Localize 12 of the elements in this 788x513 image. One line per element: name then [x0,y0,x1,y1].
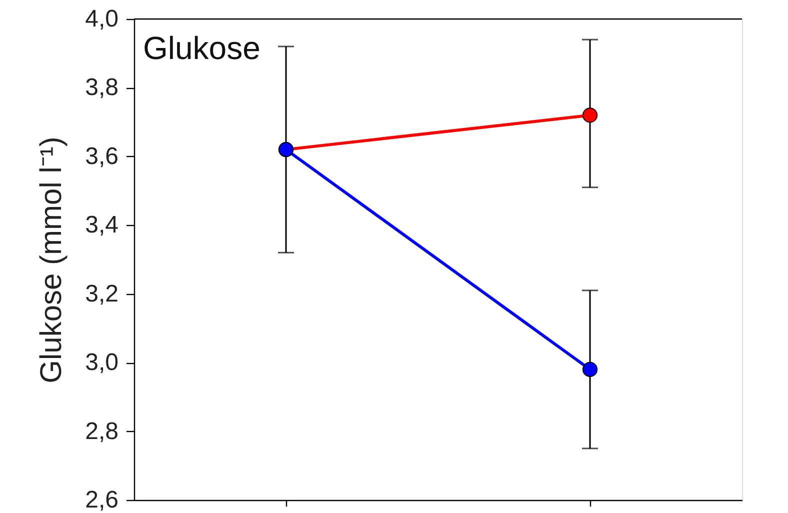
y-tick-label: 3,0 [85,349,118,376]
y-tick-label: 3,8 [85,74,118,102]
y-tick-label: 2,8 [85,418,118,445]
point [582,108,598,123]
y-tick-label: 3,4 [85,212,118,239]
y-tick-label: 4,0 [85,6,118,32]
point [582,362,598,377]
y-tick-label: 2,6 [85,486,118,513]
y-tick-label: 3,6 [85,142,118,170]
y-axis-title: Glukose (mmol l⁻¹) [35,136,68,384]
y-tick-label: 3,2 [85,280,118,308]
annotation: Glukose [143,30,260,66]
